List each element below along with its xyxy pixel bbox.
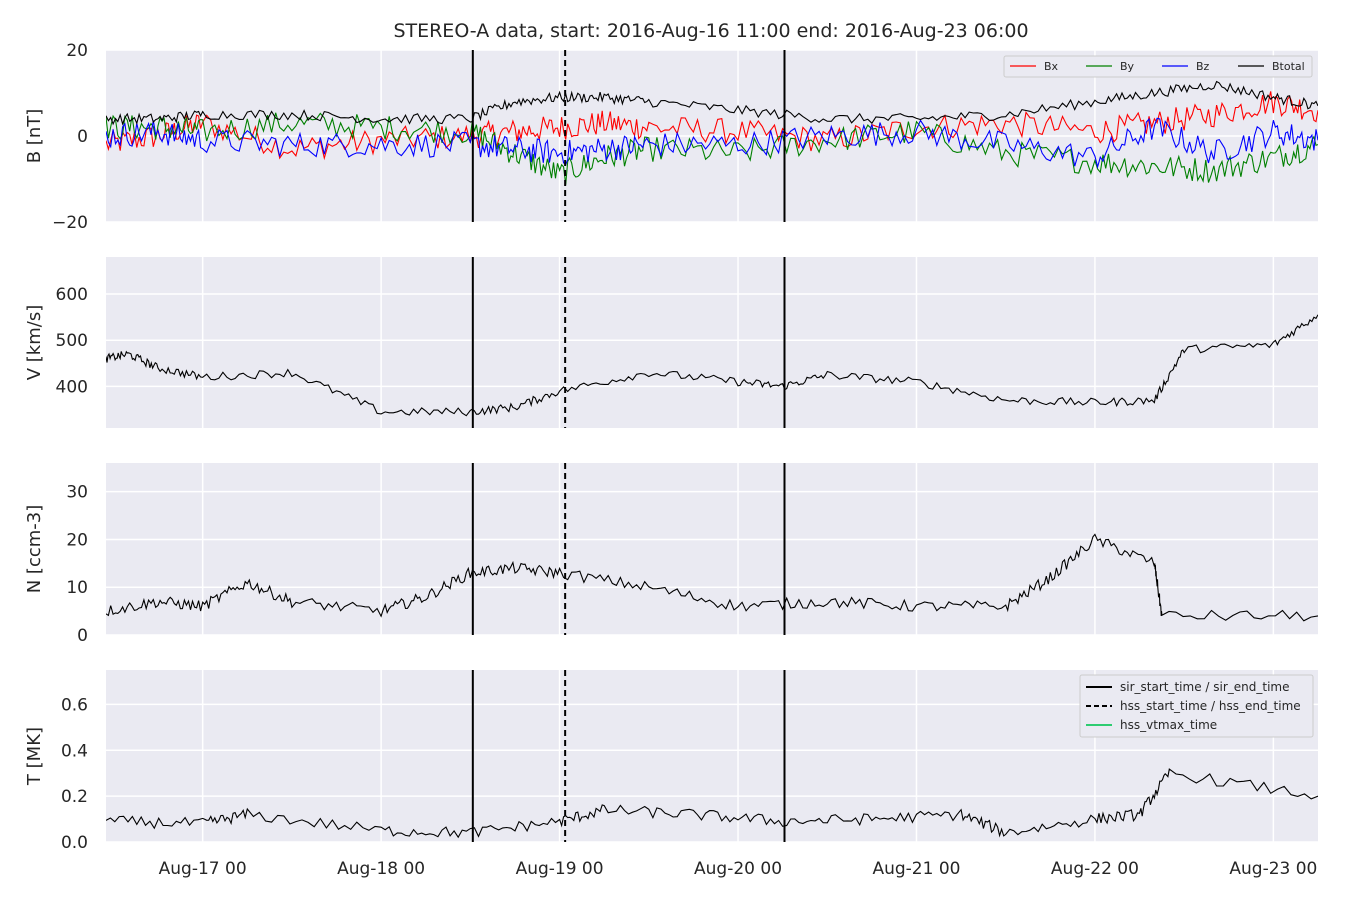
series-group — [106, 314, 1318, 417]
series-line-value — [106, 533, 1318, 622]
x-tick-label: Aug-20 00 — [694, 859, 782, 879]
y-tick-label: 0.4 — [61, 741, 88, 761]
x-tick-label: Aug-18 00 — [337, 859, 425, 879]
y-axis-label: B [nT] — [24, 109, 45, 164]
legend-label: hss_vtmax_time — [1120, 718, 1217, 732]
x-tick-label: Aug-22 00 — [1051, 859, 1139, 879]
y-tick-label: 0.6 — [61, 695, 88, 715]
series-line-btotal — [106, 80, 1318, 126]
y-tick-label: −20 — [52, 213, 88, 233]
legend-label-btotal: Btotal — [1272, 60, 1305, 73]
series-line-bx — [106, 91, 1318, 161]
x-tick-label: Aug-21 00 — [872, 859, 960, 879]
legend-label-bz: Bz — [1196, 60, 1210, 73]
panel-4: 0.0 0.2 0.4 0.6 T [MK] sir_start_time / sir_e… — [24, 670, 1318, 853]
legend-frame — [1003, 55, 1313, 78]
y-tick-label: 20 — [66, 530, 88, 550]
y-tick-label: 0.2 — [61, 787, 88, 807]
legend-label: sir_start_time / sir_end_time — [1120, 680, 1290, 694]
y-tick-label: 0 — [77, 626, 88, 646]
series-line-by — [106, 112, 1318, 185]
b-legend: Bx By Bz Btotal — [1003, 55, 1313, 78]
legend-label-bx: Bx — [1044, 60, 1059, 73]
series-line-value — [106, 314, 1318, 417]
x-axis-ticks: Aug-17 00 Aug-18 00 Aug-19 00 Aug-20 00 Aug-… — [159, 859, 1318, 879]
y-tick-label: 30 — [66, 483, 88, 503]
x-tick-label: Aug-23 00 — [1229, 859, 1317, 879]
y-tick-label: 10 — [66, 578, 88, 598]
plot-background — [106, 463, 1318, 635]
y-tick-label: 400 — [56, 377, 88, 397]
legend-frame — [1079, 674, 1314, 738]
figure-title: STEREO-A data, start: 2016-Aug-16 11:00 … — [393, 20, 1028, 42]
legend-label-by: By — [1120, 60, 1135, 73]
y-tick-label: 500 — [56, 331, 88, 351]
event-legend: sir_start_time / sir_end_time hss_start_t… — [1079, 674, 1314, 738]
panel-1: −20 0 20 B [nT] Bx By Bz Btotal — [24, 41, 1318, 233]
y-tick-label: 0.0 — [61, 833, 88, 853]
series-line-value — [106, 768, 1318, 839]
series-group — [106, 533, 1318, 622]
x-tick-label: Aug-17 00 — [159, 859, 247, 879]
y-axis-label: T [MK] — [24, 727, 45, 786]
y-tick-label: 0 — [77, 127, 88, 147]
legend-label: hss_start_time / hss_end_time — [1120, 699, 1301, 713]
panel-2: 400 500 600 V [km/s] — [24, 257, 1318, 428]
plot-background — [106, 257, 1318, 428]
x-tick-label: Aug-19 00 — [516, 859, 604, 879]
y-tick-label: 600 — [56, 285, 88, 305]
series-group — [106, 768, 1318, 839]
y-tick-label: 20 — [66, 41, 88, 61]
panel-3: 0 10 20 30 N [ccm-3] — [24, 463, 1318, 646]
panels-group: −20 0 20 B [nT] Bx By Bz Btotal 400 500 600 V [km/s… — [24, 41, 1318, 853]
series-line-bz — [106, 117, 1318, 170]
y-axis-label: N [ccm-3] — [24, 505, 45, 594]
y-axis-label: V [km/s] — [24, 305, 45, 380]
series-group — [106, 80, 1318, 185]
